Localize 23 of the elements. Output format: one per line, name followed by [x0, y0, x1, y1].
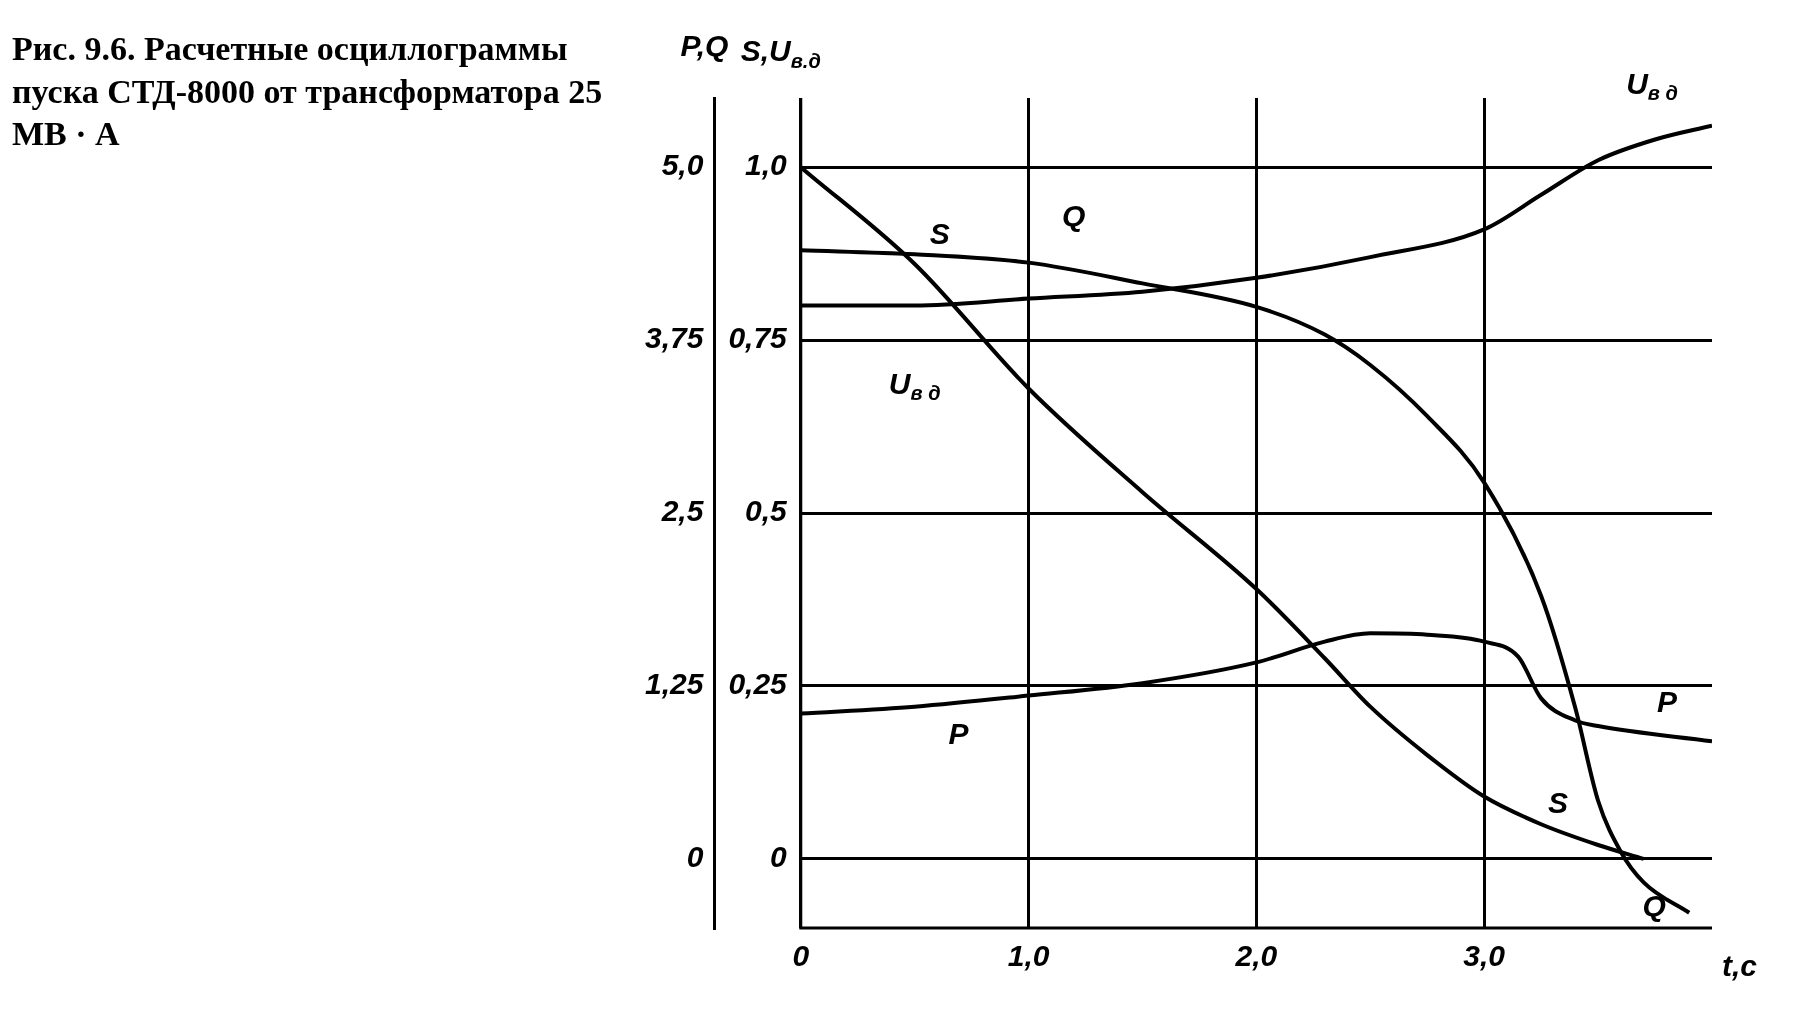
text: S [929, 217, 950, 251]
text: Q [1061, 198, 1086, 232]
y2-tick-label: 1,0 [745, 148, 788, 182]
series-label: Q [1642, 889, 1666, 923]
y2-tick-label: 0,75 [728, 321, 789, 355]
y-tick-label: 3,75 [645, 321, 705, 355]
x-tick-label: 0 [792, 939, 810, 973]
x-tick-label: 2,0 [1234, 939, 1278, 973]
y2-tick-label: 0,5 [745, 494, 789, 528]
series-label: P [948, 716, 970, 750]
y-tick-label: 5,0 [661, 148, 704, 182]
series-label: S [1548, 786, 1569, 820]
text: Рис. 9.6. Расчетные осциллограммы пуска СТД-8000 от трансформатора 25 МВ · А [11, 29, 604, 154]
x-tick-label: 3,0 [1463, 939, 1506, 973]
x-axis-title: t,c [1722, 949, 1758, 983]
y-tick-label: 1,25 [645, 667, 705, 701]
y2-tick-label: 0,25 [728, 667, 789, 701]
y-axis-title: P,Q [680, 29, 729, 63]
text: P [1657, 684, 1678, 718]
x-tick-label: 1,0 [1007, 939, 1050, 973]
y-tick-label: 2,5 [660, 494, 705, 528]
y-tick-label: 0 [686, 840, 704, 874]
y2-tick-label: 0 [770, 840, 788, 874]
